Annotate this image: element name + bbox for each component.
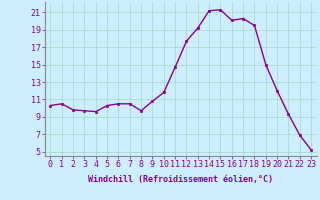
X-axis label: Windchill (Refroidissement éolien,°C): Windchill (Refroidissement éolien,°C) [88,175,273,184]
